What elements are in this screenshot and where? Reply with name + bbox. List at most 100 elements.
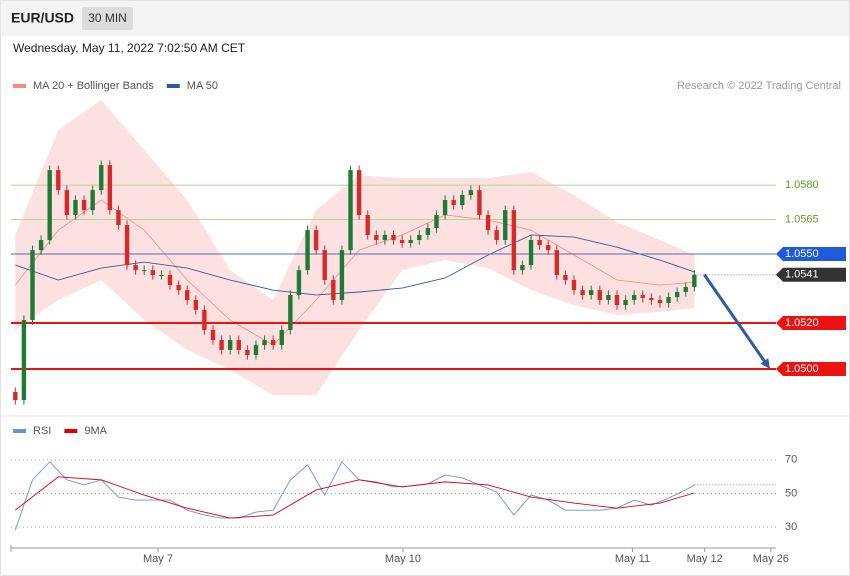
candle-body — [30, 250, 35, 321]
candle-body — [425, 228, 431, 235]
candle-body — [494, 230, 499, 241]
candle-body — [64, 190, 70, 215]
candle-body — [305, 230, 310, 271]
candle-body — [210, 329, 216, 341]
credit: Research © 2022 Trading Central — [677, 80, 841, 92]
candle-body — [554, 250, 560, 275]
candle-body — [262, 340, 267, 346]
legend-label: 9MA — [84, 425, 107, 437]
candle-body — [236, 340, 241, 350]
candle-body — [245, 349, 250, 355]
x-tick-label: May 10 — [385, 553, 421, 565]
legend-swatch — [13, 429, 26, 433]
interval-button[interactable] — [82, 7, 133, 30]
candle-body — [477, 190, 482, 215]
legend-swatch — [13, 84, 26, 88]
level-label: 1.0580 — [785, 179, 819, 191]
candle-body — [417, 234, 422, 241]
x-tick-label: May 7 — [143, 553, 173, 565]
level-label: 1.0565 — [785, 213, 819, 225]
candle-body — [692, 274, 697, 287]
projection-arrow — [703, 273, 767, 363]
candle-body — [546, 245, 551, 251]
candle-body — [288, 294, 293, 330]
bollinger-band — [15, 100, 695, 395]
candle-body — [150, 270, 156, 275]
candle-body — [588, 290, 594, 295]
candle-body — [176, 285, 181, 291]
candle-body — [365, 214, 370, 235]
candle-body — [322, 250, 327, 281]
candle-body — [683, 286, 688, 292]
level-label-box — [776, 247, 846, 262]
candle-body — [374, 234, 379, 241]
x-tick-label: May 26 — [753, 553, 789, 565]
level-label: 1.0520 — [785, 317, 819, 329]
candle-body — [185, 290, 190, 301]
candle-body — [451, 200, 456, 206]
candle-body — [81, 200, 87, 211]
candle-body — [408, 240, 413, 244]
candle-body — [38, 240, 44, 251]
level-label: 1.0500 — [785, 363, 819, 375]
candle-body — [73, 200, 78, 215]
candle-body — [631, 294, 637, 301]
legend-swatch — [166, 84, 180, 88]
rsi-ma-line — [15, 476, 695, 519]
candle-body — [253, 345, 259, 355]
legend-swatch — [64, 429, 78, 433]
level-label-box — [776, 316, 846, 331]
y-tick-label: 30 — [785, 521, 797, 533]
y-tick-label: 50 — [785, 487, 797, 499]
x-tick-label: May 12 — [687, 553, 723, 565]
interval[interactable]: 30 MIN — [88, 11, 127, 25]
candle-body — [133, 265, 138, 271]
ma50-line — [15, 234, 695, 296]
candle-body — [503, 210, 508, 241]
candle-body — [13, 392, 18, 401]
legend-label: MA 50 — [187, 80, 218, 92]
candle-body — [124, 225, 130, 266]
candle-body — [666, 297, 671, 304]
legend-label: RSI — [33, 425, 51, 437]
projection-arrowhead — [760, 358, 770, 370]
candle-body — [391, 234, 396, 241]
level-label-box — [776, 267, 846, 282]
candle-body — [227, 340, 233, 350]
candle-body — [296, 270, 302, 295]
candle-body — [674, 291, 680, 298]
candle-body — [107, 165, 113, 211]
candle-body — [649, 297, 654, 301]
candle-body — [520, 265, 525, 271]
candle-body — [116, 210, 121, 226]
candle-body — [511, 210, 517, 271]
candle-body — [331, 280, 336, 301]
candle-body — [219, 340, 224, 350]
candle-body — [537, 240, 542, 246]
candle-body — [606, 294, 611, 301]
candle-body — [159, 274, 164, 276]
candle-body — [193, 300, 199, 310]
symbol: EUR/USD — [11, 10, 74, 26]
candle-body — [657, 300, 663, 304]
level-label-box — [776, 362, 846, 377]
candle-body — [460, 194, 465, 206]
x-tick-label: May 11 — [615, 553, 650, 565]
candle-body — [623, 300, 628, 306]
ma20-line — [14, 199, 695, 346]
candle-body — [640, 294, 645, 298]
candle-body — [21, 320, 27, 401]
y-tick-label: 70 — [785, 454, 797, 466]
candle-body — [313, 230, 319, 251]
candle-body — [56, 170, 61, 191]
candle-body — [580, 290, 585, 295]
candle-body — [99, 165, 104, 191]
candle-body — [468, 190, 474, 195]
candle-body — [142, 270, 147, 272]
candle-body — [202, 309, 207, 330]
candle-body — [528, 240, 534, 266]
candle-body — [356, 170, 362, 215]
level-label: 1.0541 — [785, 269, 819, 281]
